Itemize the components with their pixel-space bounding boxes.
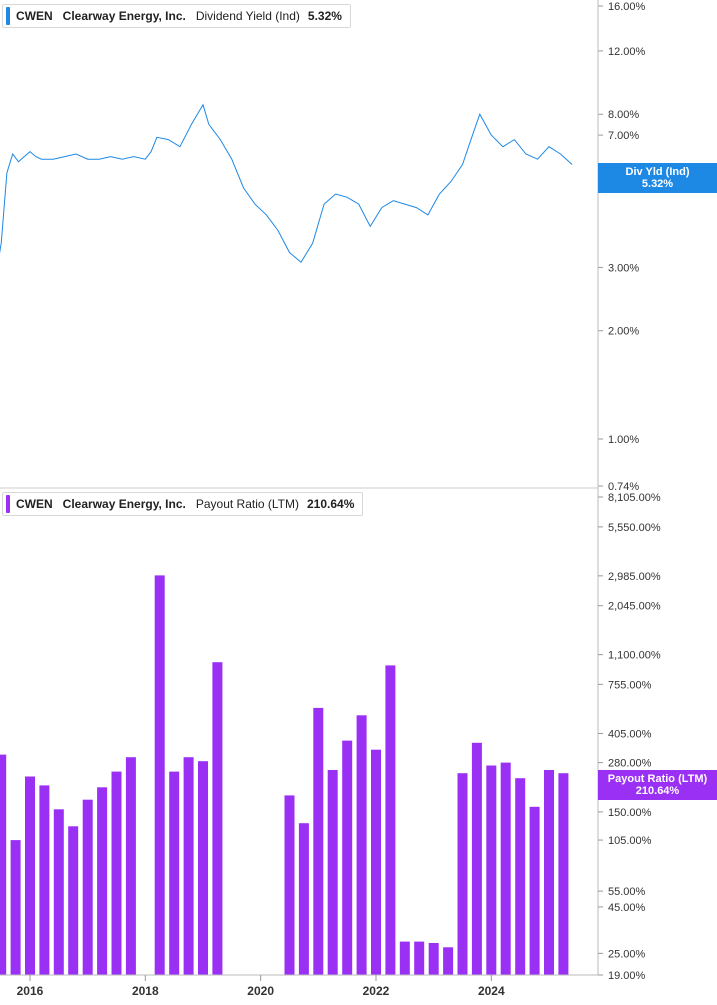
- payout-ratio-y-tick-tick-label: 405.00%: [608, 729, 652, 741]
- payout-ratio-panel: 8,105.00% 5,550.00% 2,985.00% 2,045.00% 1,10…: [0, 492, 661, 982]
- dividend-yield-line: [0, 103, 573, 264]
- payout-ratio-bar: [371, 749, 381, 975]
- payout-ratio-bar: [414, 941, 425, 975]
- payout-ratio-bar: [212, 662, 223, 975]
- payout-ratio-bar: [39, 785, 50, 975]
- payout-ratio-bar: [0, 754, 7, 975]
- payout-ratio-bar: [529, 806, 540, 975]
- end-label-value: 5.32%: [641, 177, 674, 190]
- payout-ratio-bar: [53, 809, 64, 975]
- legend-company: Clearway Energy, Inc.: [62, 497, 186, 511]
- payout-ratio-y-tick-tick-label: 8,105.00%: [608, 492, 661, 504]
- legend-ticker: CWEN: [16, 9, 53, 23]
- payout-ratio-bar: [471, 742, 482, 975]
- x-tick-label: 2022: [363, 984, 390, 998]
- payout-ratio-y-tick-tick-label: 2,045.00%: [608, 601, 661, 613]
- payout-ratio-y-tick-tick-label: 45.00%: [608, 902, 646, 914]
- legend-value: 5.32%: [307, 9, 342, 23]
- payout-ratio-bar: [125, 757, 136, 975]
- payout-ratio-y-axis: 8,105.00% 5,550.00% 2,985.00% 2,045.00% 1,10…: [598, 492, 661, 982]
- dividend-yield-legend: CWEN Clearway Energy, Inc. Dividend Yiel…: [2, 4, 351, 28]
- payout-ratio-y-tick-tick-label: 25.00%: [608, 948, 646, 960]
- payout-ratio-bar: [356, 715, 367, 975]
- end-label-value: 210.64%: [635, 785, 680, 798]
- payout-ratio-y-tick-tick-label: 755.00%: [608, 679, 652, 691]
- payout-ratio-bar: [111, 771, 122, 975]
- dividend-yield-y-axis: 16.00% 12.00% 8.00% 7.00% 3.00% 2.00% 1.00% 0.7…: [598, 1, 646, 493]
- payout-ratio-bar: [428, 943, 439, 975]
- dividend-yield-y-tick-tick-label: 3.00%: [608, 262, 639, 274]
- dividend-yield-y-tick-tick-label: 0.74%: [608, 481, 639, 493]
- payout-ratio-bars: [0, 575, 569, 975]
- payout-ratio-bar: [97, 787, 108, 975]
- x-axis: 2016 2018 2020 2022 2024: [17, 975, 505, 998]
- legend-ticker: CWEN: [16, 497, 53, 511]
- payout-ratio-bar: [82, 799, 93, 975]
- payout-ratio-bar: [10, 840, 21, 975]
- payout-ratio-legend: CWEN Clearway Energy, Inc. Payout Ratio …: [2, 492, 364, 516]
- dividend-yield-y-tick-tick-label: 1.00%: [608, 434, 639, 446]
- dividend-yield-end-label: Div Yld (Ind) 5.32%: [598, 162, 717, 193]
- payout-ratio-bar: [154, 575, 165, 975]
- payout-ratio-y-tick-tick-label: 150.00%: [608, 807, 652, 819]
- payout-ratio-bar: [342, 740, 353, 975]
- payout-ratio-bar: [327, 770, 338, 975]
- payout-ratio-bar: [558, 773, 569, 975]
- end-label-name: Payout Ratio (LTM): [607, 773, 708, 786]
- payout-ratio-bar: [486, 765, 497, 975]
- payout-ratio-y-tick-tick-label: 280.00%: [608, 758, 652, 770]
- payout-ratio-bar: [385, 665, 396, 975]
- payout-ratio-bar: [313, 707, 324, 975]
- payout-ratio-bar: [500, 762, 511, 975]
- payout-ratio-y-tick-tick-label: 5,550.00%: [608, 522, 661, 534]
- end-label-name: Div Yld (Ind): [625, 165, 690, 178]
- payout-ratio-y-tick-tick-label: 105.00%: [608, 835, 652, 847]
- payout-ratio-bar: [25, 776, 35, 975]
- payout-ratio-bar: [443, 947, 454, 975]
- dividend-yield-panel: 16.00% 12.00% 8.00% 7.00% 3.00% 2.00% 1.00% 0.7…: [0, 1, 646, 493]
- payout-ratio-y-tick-tick-label: 55.00%: [608, 886, 646, 898]
- payout-ratio-end-label: Payout Ratio (LTM) 210.64%: [598, 770, 717, 801]
- payout-ratio-legend-swatch: [6, 495, 10, 513]
- payout-ratio-bar: [183, 757, 194, 975]
- legend-metric: Dividend Yield (Ind): [195, 9, 300, 23]
- dividend-yield-y-tick-tick-label: 16.00%: [608, 1, 646, 13]
- x-tick-label: 2018: [132, 984, 159, 998]
- payout-ratio-bar: [284, 795, 295, 975]
- payout-ratio-bar: [544, 770, 554, 975]
- payout-ratio-y-tick-tick-label: 2,985.00%: [608, 571, 661, 583]
- payout-ratio-bar: [515, 778, 526, 975]
- dividend-yield-y-tick-tick-label: 8.00%: [608, 109, 639, 121]
- payout-ratio-bar: [169, 771, 180, 975]
- dividend-yield-y-tick-tick-label: 2.00%: [608, 326, 639, 338]
- x-tick-label: 2020: [247, 984, 274, 998]
- x-tick-label: 2016: [17, 984, 44, 998]
- dividend-yield-legend-swatch: [6, 7, 10, 25]
- payout-ratio-y-tick-tick-label: 19.00%: [608, 970, 646, 982]
- payout-ratio-bar: [68, 826, 79, 975]
- x-tick-label: 2024: [478, 984, 505, 998]
- payout-ratio-bar: [457, 773, 468, 975]
- legend-metric: Payout Ratio (LTM): [195, 497, 299, 511]
- payout-ratio-bar: [399, 941, 410, 975]
- payout-ratio-bar: [198, 761, 208, 975]
- payout-ratio-y-tick-tick-label: 1,100.00%: [608, 650, 661, 662]
- legend-company: Clearway Energy, Inc.: [62, 9, 186, 23]
- dividend-yield-y-tick-tick-label: 12.00%: [608, 46, 646, 58]
- legend-value: 210.64%: [307, 497, 355, 511]
- dividend-yield-y-tick-tick-label: 7.00%: [608, 130, 639, 142]
- payout-ratio-bar: [298, 823, 309, 975]
